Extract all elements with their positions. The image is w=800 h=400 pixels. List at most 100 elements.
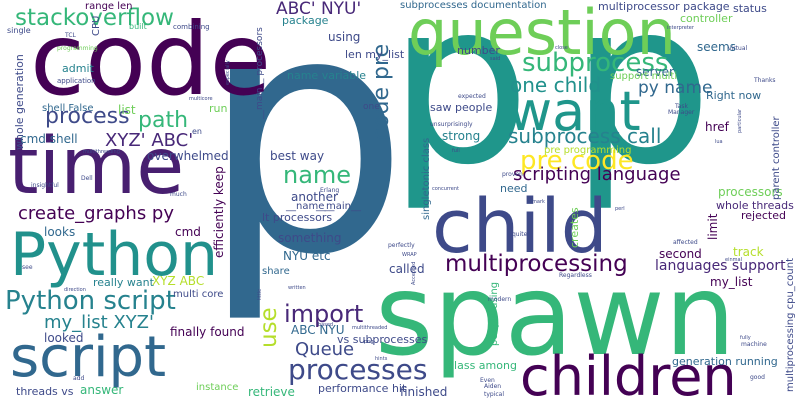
word-131: Even xyxy=(480,377,495,384)
word-98: singletonic class xyxy=(421,137,432,220)
word-125: perfectly xyxy=(388,242,415,249)
word-127: good xyxy=(750,374,765,381)
word-59: another xyxy=(291,190,338,204)
word-36: subprocesses documentation xyxy=(400,0,547,11)
word-49: server xyxy=(636,65,674,79)
word-112: unsurprisingly xyxy=(430,121,473,128)
word-104: en xyxy=(192,127,202,136)
word-18: stackoverflow xyxy=(15,5,174,31)
word-3: p xyxy=(570,0,713,215)
word-54: list xyxy=(118,103,136,117)
word-28: XYZ' ABC' xyxy=(105,130,194,151)
word-148: multithreading xyxy=(83,149,120,155)
word-29: ABC' NYU' xyxy=(276,0,362,19)
word-77: XYZ ABC xyxy=(152,274,205,288)
word-68: rejected xyxy=(741,209,786,222)
word-60: __name__ xyxy=(286,201,335,212)
word-95: generation running xyxy=(672,355,778,368)
word-61: __main__ xyxy=(316,201,361,212)
word-137: png xyxy=(364,339,374,345)
word-26: scripting language xyxy=(513,164,681,185)
word-144: close xyxy=(555,45,568,51)
word-140: perl xyxy=(615,206,625,212)
word-150: written xyxy=(288,285,306,291)
word-141: lua xyxy=(715,139,723,145)
word-10: children xyxy=(520,345,737,400)
word-105: __main__ processors xyxy=(255,27,265,119)
word-66: processors xyxy=(718,185,783,199)
word-35: multiprocessor package xyxy=(598,0,730,13)
word-20: path xyxy=(138,108,189,133)
word-96: multiprocessing cpu_count xyxy=(785,257,796,392)
word-32: use xyxy=(256,307,282,348)
word-110: TCL xyxy=(65,32,76,39)
word-106: single xyxy=(7,26,31,35)
word-103: share xyxy=(262,266,290,277)
word-16: processes xyxy=(288,353,428,386)
word-102: one xyxy=(363,102,380,112)
word-23: one child xyxy=(510,73,602,97)
word-147: full xyxy=(452,148,460,154)
word-81: finally found xyxy=(170,325,245,339)
word-55: shell False xyxy=(42,103,94,114)
word-146: concurrent xyxy=(432,186,460,192)
word-154: fully xyxy=(740,335,751,341)
word-62: efficiently keep xyxy=(212,166,226,258)
word-122: see xyxy=(22,264,33,271)
word-1: p xyxy=(200,0,410,327)
word-50: seems xyxy=(697,40,736,54)
word-139: remark xyxy=(527,199,545,205)
word-71: limit xyxy=(706,213,720,240)
word-42: controller xyxy=(680,12,733,25)
word-83: instance xyxy=(196,382,239,393)
word-88: NYU etc xyxy=(283,249,331,263)
word-152: WRAP xyxy=(402,252,417,258)
word-149: especially xyxy=(225,60,231,85)
word-48: number xyxy=(457,44,500,57)
word-5: code xyxy=(30,1,272,118)
word-142: particular xyxy=(737,108,743,133)
word-19: process xyxy=(45,104,130,129)
word-57: overwhelmed xyxy=(147,149,229,163)
word-155: Accepted xyxy=(411,261,417,285)
word-128: Aiden xyxy=(484,383,502,390)
word-123: Erlang xyxy=(320,187,340,194)
word-6: time xyxy=(8,122,185,212)
word-100: pre programming xyxy=(544,145,632,156)
word-151: little xyxy=(257,288,263,300)
word-80: multi core xyxy=(173,289,224,300)
word-27: create_graphs py xyxy=(18,203,175,224)
word-17: multiprocessing xyxy=(445,251,628,277)
word-118: much xyxy=(170,191,187,198)
word-8: child xyxy=(432,184,608,270)
word-2: p xyxy=(388,0,531,215)
word-91: vs subprocesses xyxy=(337,333,428,346)
word-92: finished xyxy=(400,385,448,399)
word-67: whole threads xyxy=(716,199,794,212)
word-85: performance hit xyxy=(318,382,407,395)
word-72: my_list xyxy=(710,275,753,289)
word-4: spawn xyxy=(375,251,736,381)
word-76: cmd xyxy=(175,225,201,239)
word-132: affected xyxy=(673,239,698,246)
word-22: import xyxy=(284,300,364,328)
word-143: interpreter xyxy=(667,25,694,31)
word-124: quite xyxy=(512,231,528,238)
word-25: subprocess call xyxy=(508,124,662,148)
word-136: multithreaded xyxy=(352,325,388,331)
word-11: script xyxy=(10,325,167,390)
word-129: typical xyxy=(484,391,505,398)
word-107: application xyxy=(57,77,96,85)
word-82: answer xyxy=(80,383,124,397)
word-113: Manager xyxy=(668,109,695,116)
word-86: threads vs xyxy=(16,385,74,398)
word-12: Python xyxy=(10,220,218,290)
word-145: said xyxy=(490,56,501,62)
word-37: range len xyxy=(85,1,133,12)
word-121: add xyxy=(73,375,85,382)
word-84: retrieve xyxy=(248,385,295,399)
word-14: pre code xyxy=(520,146,634,176)
word-43: package xyxy=(282,14,329,27)
word-31: Queue xyxy=(295,339,355,360)
